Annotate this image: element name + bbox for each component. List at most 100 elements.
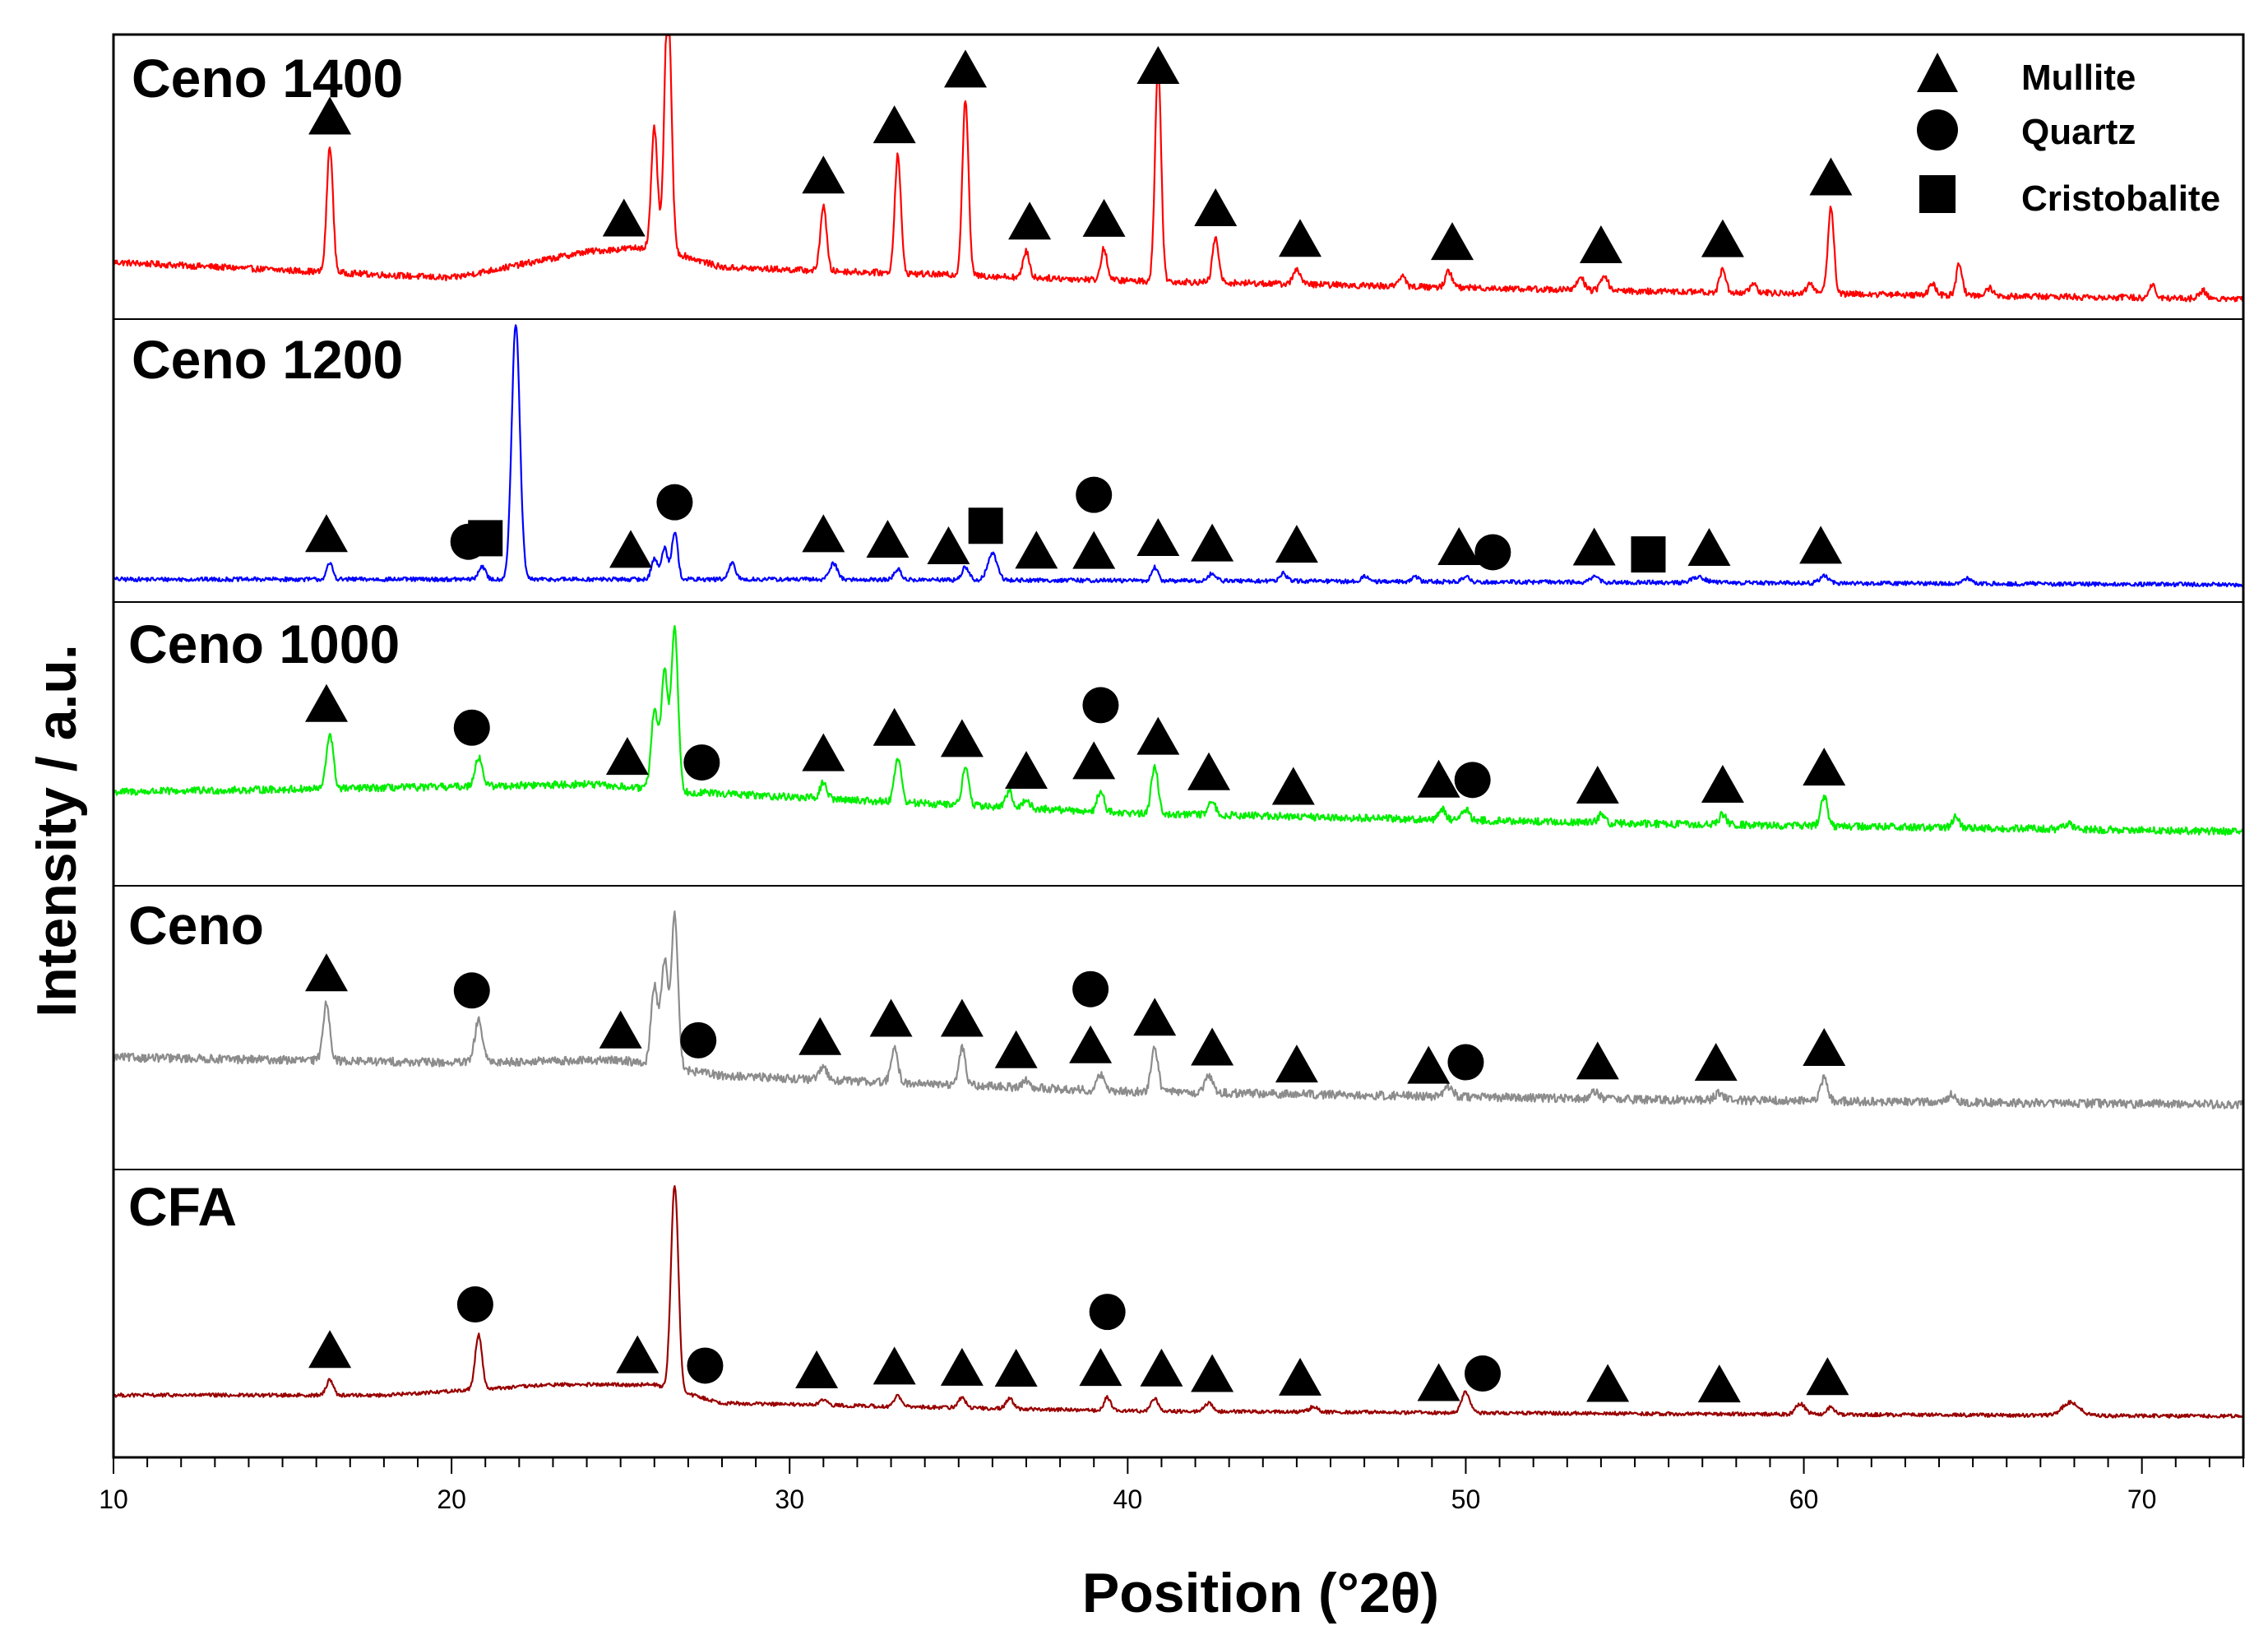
x-tick-label: 50 [1451,1485,1481,1514]
marker-triangle-ceno-1000 [1701,764,1744,803]
legend-label-quartz: Quartz [2021,112,2136,152]
marker-triangle-cfa [795,1350,839,1388]
marker-triangle-ceno-1400 [802,155,845,194]
marker-triangle-ceno-1400 [1279,219,1321,257]
marker-triangle-ceno [798,1017,842,1055]
marker-square-ceno-1200 [968,507,1003,544]
marker-triangle-ceno [940,998,984,1037]
marker-triangle-cfa [1140,1348,1183,1387]
marker-triangle-ceno-1000 [1271,767,1315,805]
marker-circle-ceno-1000 [1082,687,1119,724]
legend: Mullite Quartz Cristobalite [1917,53,2220,219]
marker-triangle-cfa [1279,1357,1321,1396]
x-axis-title: Position (°2θ) [1082,1562,1439,1624]
marker-circle-cfa [1089,1294,1126,1331]
legend-label-cristobalite: Cristobalite [2021,178,2220,219]
marker-triangle-ceno-1400 [1194,188,1238,227]
series-line-ceno-1400 [112,34,2244,303]
marker-triangle-cfa [1079,1348,1122,1387]
marker-square-ceno-1200 [1631,536,1666,573]
marker-triangle-ceno-1400 [1431,222,1474,261]
marker-triangle-ceno [994,1030,1038,1068]
x-tick-label: 20 [437,1485,466,1514]
marker-triangle-ceno-1200 [1191,523,1234,562]
marker-triangle-ceno-1000 [305,683,348,722]
marker-circle-cfa [1465,1355,1501,1392]
panel-ceno-1000: Ceno 1000 [113,614,2245,836]
marker-circle-ceno-1000 [1454,762,1491,799]
marker-triangle-ceno-1000 [802,733,845,771]
plot-frame [112,33,2245,1459]
marker-circle-ceno-1200 [656,484,693,521]
marker-triangle-ceno-1400 [872,105,916,144]
x-tick-label: 40 [1113,1485,1143,1514]
marker-circle-cfa [456,1286,493,1323]
marker-triangle-ceno-1400 [1809,157,1853,196]
marker-triangle-cfa [872,1346,916,1385]
panel-ceno-1200: Ceno 1200 [112,324,2245,588]
marker-triangle-ceno-1200 [305,514,348,553]
legend-marker-cristobalite [1919,175,1956,213]
marker-circle-ceno [453,972,490,1009]
marker-triangle-ceno-1000 [1803,748,1846,786]
marker-triangle-ceno [1275,1045,1318,1083]
panel-ceno: Ceno [112,895,2245,1109]
marker-triangle-ceno-1200 [1572,527,1616,566]
marker-triangle-ceno-1400 [308,96,352,135]
x-tick-label: 10 [99,1485,128,1514]
marker-triangle-ceno-1000 [940,719,984,757]
marker-triangle-ceno [1069,1025,1113,1063]
panel-label-ceno-1200: Ceno 1200 [132,329,403,390]
marker-triangle-ceno-1200 [1136,518,1180,557]
marker-circle-ceno [1072,970,1109,1007]
marker-triangle-ceno-1000 [1136,716,1180,755]
marker-triangle-ceno-1400 [1136,46,1180,84]
marker-triangle-ceno [1803,1027,1846,1066]
marker-triangle-ceno-1200 [927,526,970,564]
marker-triangle-ceno [869,998,913,1037]
marker-triangle-ceno-1400 [1082,198,1126,237]
panel-ceno-1400: Ceno 1400 [112,34,2244,303]
marker-triangle-ceno-1000 [1187,752,1230,790]
legend-marker-mullite [1917,53,1958,92]
marker-triangle-ceno-1000 [1417,759,1460,798]
marker-square-ceno-1200 [468,520,503,557]
marker-circle-ceno [680,1021,717,1058]
series-line-ceno [112,910,2245,1109]
marker-triangle-cfa [1806,1357,1849,1396]
marker-triangle-ceno-1400 [1579,225,1622,264]
marker-triangle-ceno-1200 [1275,525,1318,563]
marker-triangle-ceno-1200 [802,514,845,553]
marker-triangle-ceno-1000 [872,707,916,746]
marker-triangle-ceno-1200 [1687,528,1731,567]
frame-layer [112,33,2245,1459]
panels-layer: Ceno 1400 Ceno 1200 Ceno 1000 Ceno CFA [112,34,2245,1420]
marker-triangle-ceno [1191,1027,1234,1066]
marker-triangle-ceno-1200 [866,520,910,558]
panel-cfa: CFA [113,1176,2244,1420]
panel-label-cfa: CFA [128,1176,237,1237]
panel-label-ceno-1400: Ceno 1400 [132,48,403,109]
marker-triangle-ceno [1576,1041,1619,1080]
legend-marker-quartz [1917,109,1958,151]
marker-triangle-ceno [1694,1043,1738,1082]
marker-triangle-cfa [1586,1364,1630,1402]
marker-triangle-cfa [940,1347,984,1386]
marker-triangle-ceno-1000 [1576,765,1619,804]
marker-triangle-ceno-1400 [602,198,646,237]
marker-triangle-ceno-1000 [1005,751,1048,790]
marker-triangle-ceno-1000 [1072,741,1116,780]
legend-label-mullite: Mullite [2021,58,2136,98]
x-tick-label: 70 [2127,1485,2157,1514]
panel-label-ceno: Ceno [128,895,264,956]
marker-circle-ceno [1447,1044,1484,1081]
marker-triangle-ceno [1133,998,1177,1036]
marker-triangle-ceno-1200 [1437,526,1481,565]
marker-triangle-ceno [599,1010,642,1049]
x-axis: 10 20 30 40 50 60 70 [99,1457,2244,1514]
marker-triangle-ceno-1200 [1799,526,1843,564]
x-tick-label: 60 [1789,1485,1819,1514]
y-axis-title: Intensity / a.u. [25,644,88,1017]
